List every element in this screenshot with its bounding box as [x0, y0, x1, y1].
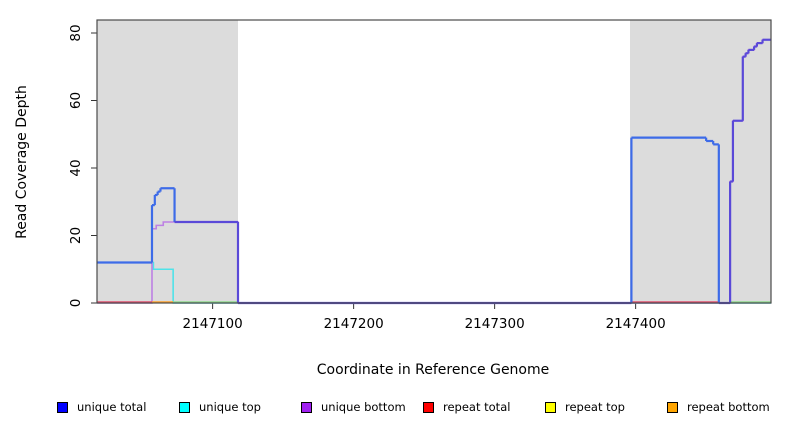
legend-item-unique-total: unique total: [57, 400, 179, 414]
x-tick-label: 2147400: [606, 316, 666, 332]
legend-label: repeat bottom: [687, 400, 770, 414]
plot-border: [96, 19, 772, 304]
y-tick-label: 40: [68, 159, 84, 176]
y-tick-label: 80: [68, 24, 84, 41]
legend-swatch: [667, 401, 678, 413]
legend-swatch: [545, 401, 556, 413]
legend-item-repeat-total: repeat total: [423, 400, 545, 414]
x-axis-label: Coordinate in Reference Genome: [316, 362, 550, 378]
legend-item-unique-top: unique top: [179, 400, 301, 414]
x-tick-label: 2147300: [465, 316, 525, 332]
legend-swatch: [423, 401, 434, 413]
legend-label: unique total: [77, 400, 147, 414]
highlight-region: [97, 20, 239, 303]
legend-label: unique bottom: [321, 400, 406, 414]
highlight-regions: [97, 20, 771, 303]
legend-label: unique top: [199, 400, 261, 414]
legend-item-repeat-bottom: repeat bottom: [667, 400, 789, 414]
y-axis-label: Read Coverage Depth: [14, 85, 30, 239]
legend-item-unique-bottom: unique bottom: [301, 400, 423, 414]
legend-item-repeat-top: repeat top: [545, 400, 667, 414]
legend-swatch: [57, 401, 68, 413]
legend-swatch: [301, 401, 312, 413]
x-tick-label: 2147100: [183, 316, 243, 332]
x-tick-label: 2147200: [324, 316, 384, 332]
highlight-region: [629, 20, 771, 303]
legend-label: repeat top: [565, 400, 625, 414]
y-tick-label: 20: [68, 227, 84, 244]
legend: unique total unique top unique bottom repea…: [57, 400, 789, 414]
y-tick-label: 0: [68, 299, 84, 308]
y-tick-label: 60: [68, 92, 84, 109]
legend-swatch: [179, 401, 190, 413]
axes: 2147100 2147200 2147300 2147400 0 20 40 60 80: [68, 24, 666, 332]
legend-label: repeat total: [443, 400, 511, 414]
